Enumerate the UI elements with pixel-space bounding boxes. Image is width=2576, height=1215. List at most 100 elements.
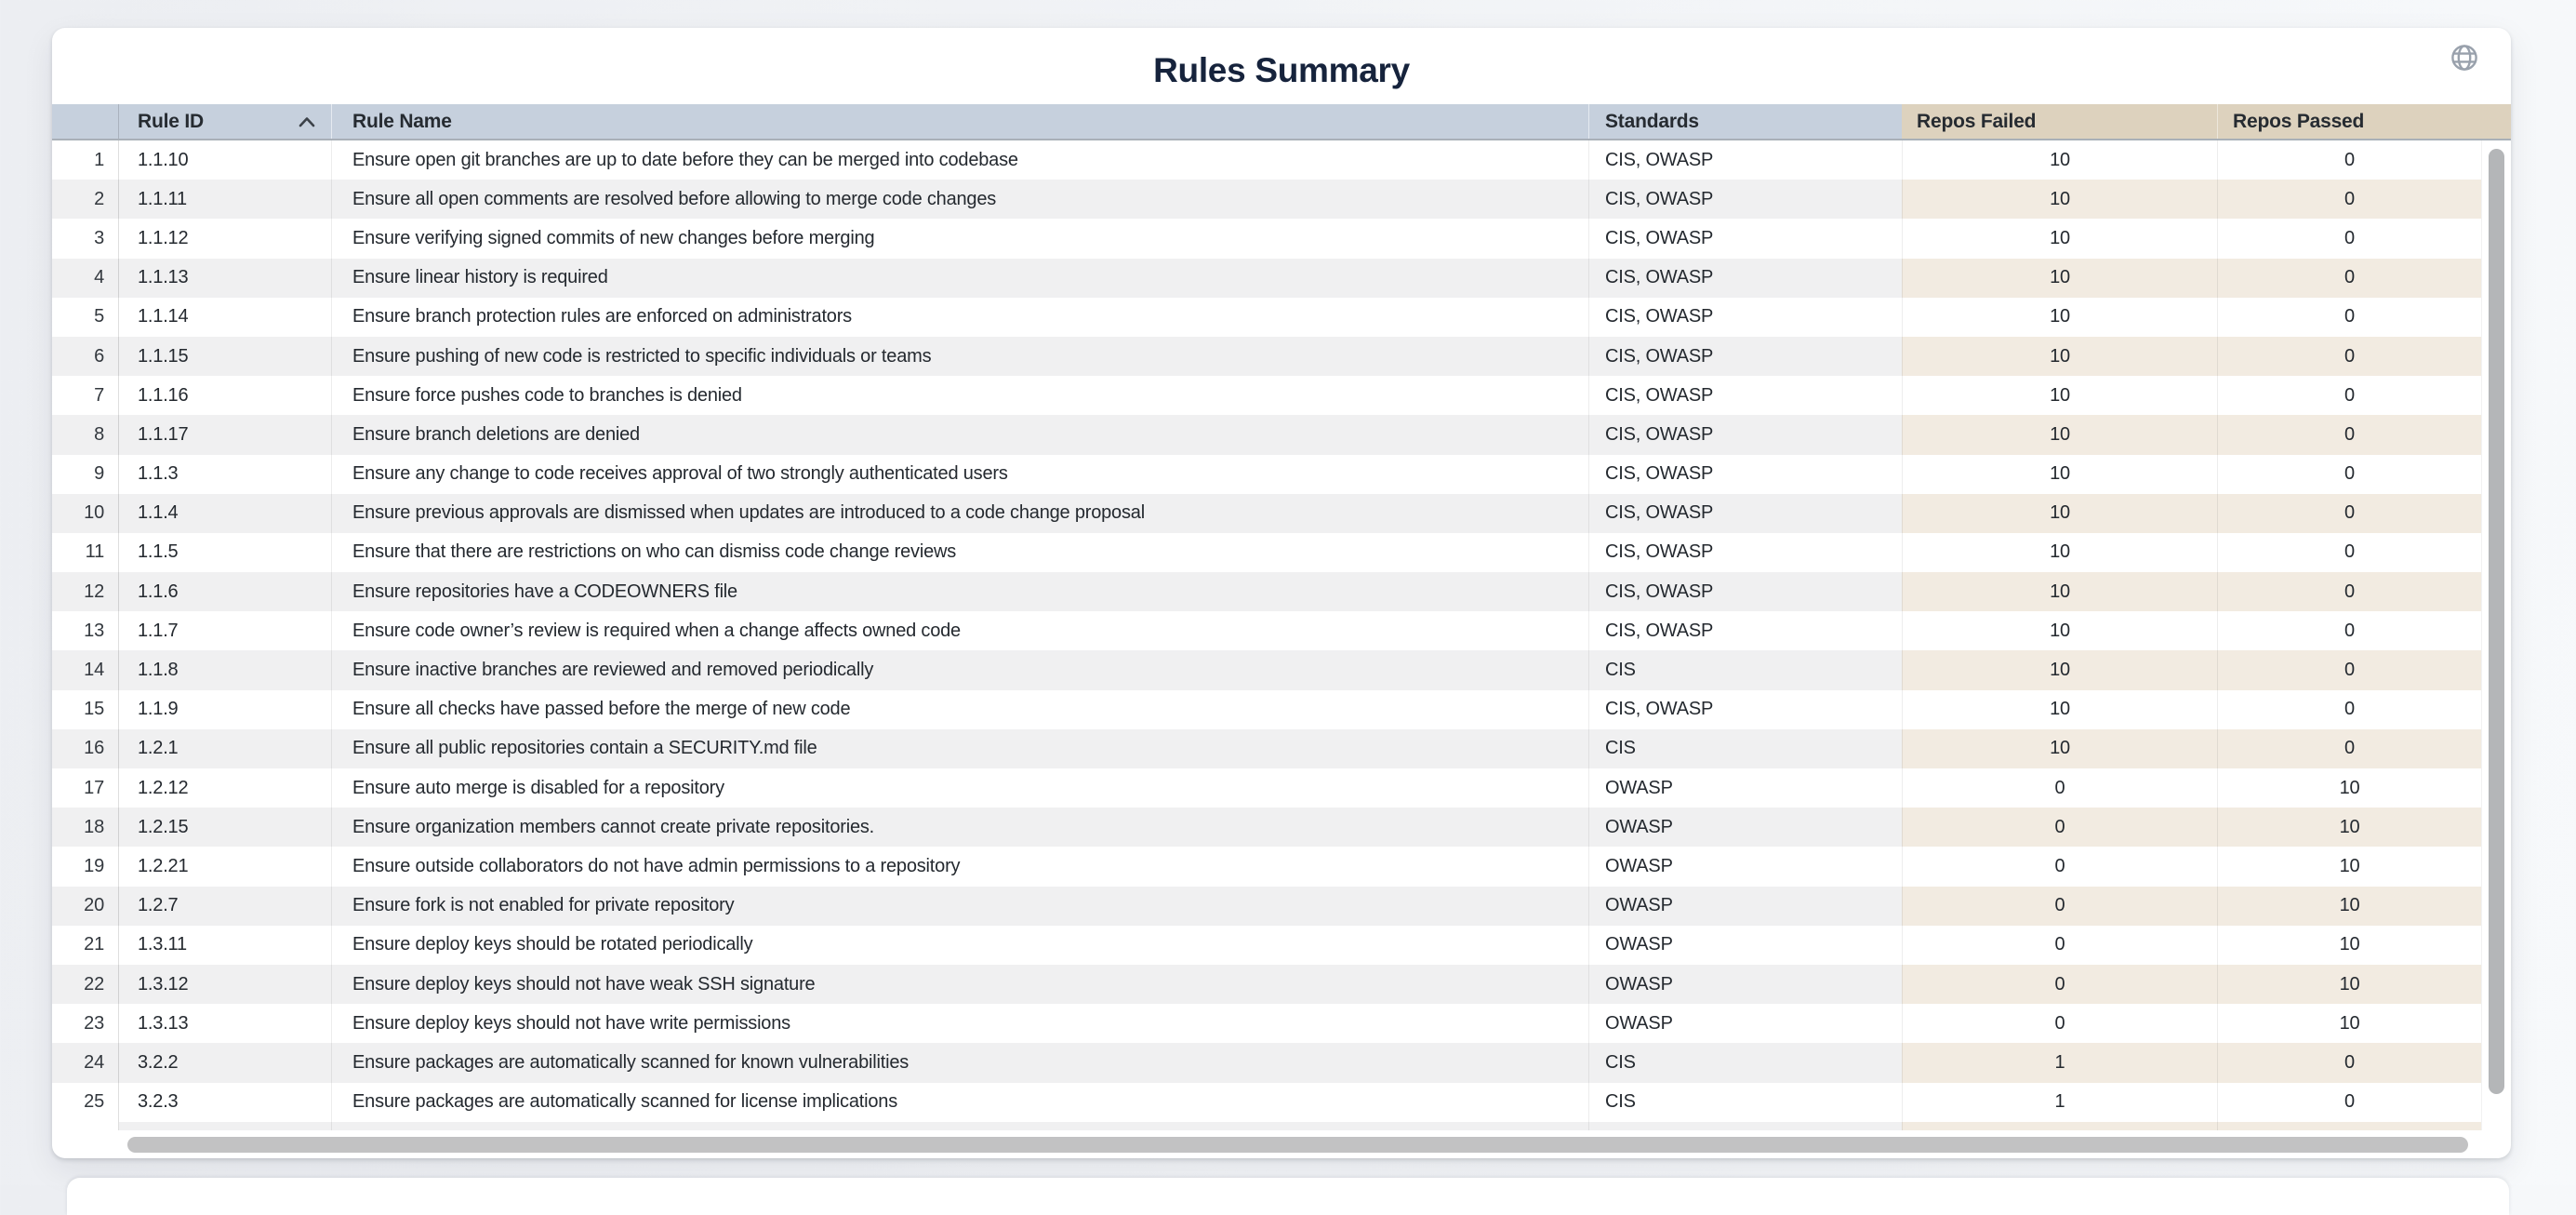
cell-row-number: 4 bbox=[52, 258, 119, 298]
horizontal-scrollbar-thumb[interactable] bbox=[127, 1137, 2468, 1153]
cell-rule-name: Ensure pushing of new code is restricted… bbox=[331, 336, 1588, 377]
cell-row-number: 9 bbox=[52, 454, 119, 494]
page-background: { "page": { "title": "Rules Summary" }, … bbox=[0, 0, 2576, 1185]
cell-repos-failed: 0 bbox=[1902, 768, 2217, 808]
cell-rule-id: 1.1.8 bbox=[119, 650, 331, 690]
column-header-rule-id-label: Rule ID bbox=[138, 110, 204, 132]
cell-repos-failed: 10 bbox=[1902, 650, 2217, 690]
cell-standards: CIS, OWASP bbox=[1588, 140, 1902, 180]
cell-row-number: 16 bbox=[52, 728, 119, 768]
cell-row-number: 6 bbox=[52, 336, 119, 377]
cell-rule-id: 1.2.15 bbox=[119, 808, 331, 848]
cell-repos-passed: 0 bbox=[2217, 376, 2481, 416]
cell-rule-name: Ensure all public repositories contain a… bbox=[331, 728, 1588, 768]
cell-repos-passed: 10 bbox=[2217, 925, 2481, 965]
cell-repos-passed: 0 bbox=[2217, 336, 2481, 377]
table-row: 13 1.1.7 Ensure code owner’s review is req… bbox=[52, 611, 2511, 651]
cell-rule-id: 1.3.12 bbox=[119, 964, 331, 1005]
cell-rule-id bbox=[119, 1121, 331, 1130]
cell-standards: CIS, OWASP bbox=[1588, 532, 1902, 573]
table-row: 25 3.2.3 Ensure packages are automatically… bbox=[52, 1082, 2511, 1122]
cell-rule-id: 1.3.11 bbox=[119, 925, 331, 965]
cell-rule-name: Ensure branch deletions are denied bbox=[331, 415, 1588, 455]
cell-rule-name: Ensure that there are restrictions on wh… bbox=[331, 532, 1588, 573]
cell-rule-id: 3.2.2 bbox=[119, 1043, 331, 1083]
cell-row-number: 19 bbox=[52, 847, 119, 887]
table-row: 22 1.3.12 Ensure deploy keys should not ha… bbox=[52, 964, 2511, 1005]
cell-repos-failed: 10 bbox=[1902, 258, 2217, 298]
cell-rule-name: Ensure packages are automatically scanne… bbox=[331, 1043, 1588, 1083]
column-header-repos-failed[interactable]: Repos Failed bbox=[1902, 104, 2217, 139]
cell-rule-name: Ensure code owner’s review is required w… bbox=[331, 611, 1588, 651]
table-row: 5 1.1.14 Ensure branch protection rules ar… bbox=[52, 297, 2511, 337]
column-header-row-number bbox=[52, 104, 119, 139]
cell-repos-failed: 10 bbox=[1902, 415, 2217, 455]
cell-rule-id: 1.2.1 bbox=[119, 728, 331, 768]
table-row: 10 1.1.4 Ensure previous approvals are dis… bbox=[52, 493, 2511, 533]
cell-standards: CIS bbox=[1588, 1043, 1902, 1083]
cell-rule-name: Ensure packages are automatically scanne… bbox=[331, 1082, 1588, 1122]
cell-row-number: 8 bbox=[52, 415, 119, 455]
table-row: 21 1.3.11 Ensure deploy keys should be rot… bbox=[52, 925, 2511, 965]
cell-repos-passed: 0 bbox=[2217, 415, 2481, 455]
cell-rule-name: Ensure organization members cannot creat… bbox=[331, 808, 1588, 848]
cell-repos-failed: 0 bbox=[1902, 886, 2217, 926]
cell-repos-failed: 10 bbox=[1902, 532, 2217, 573]
column-header-rule-id[interactable]: Rule ID bbox=[119, 104, 331, 139]
cell-repos-passed: 0 bbox=[2217, 258, 2481, 298]
cell-repos-passed: 0 bbox=[2217, 1043, 2481, 1083]
column-header-repos-passed[interactable]: Repos Passed bbox=[2217, 104, 2511, 139]
cell-rule-name: Ensure inactive branches are reviewed an… bbox=[331, 650, 1588, 690]
globe-icon[interactable] bbox=[2450, 44, 2478, 72]
cell-rule-name: Ensure outside collaborators do not have… bbox=[331, 847, 1588, 887]
cell-repos-passed: 10 bbox=[2217, 886, 2481, 926]
cell-rule-id: 1.2.12 bbox=[119, 768, 331, 808]
cell-row-number: 10 bbox=[52, 493, 119, 533]
table-header-row: Rule ID Rule Name Standards Repos Failed… bbox=[52, 104, 2511, 140]
cell-repos-passed: 0 bbox=[2217, 297, 2481, 337]
cell-rule-name: Ensure force pushes code to branches is … bbox=[331, 376, 1588, 416]
cell-rule-name: Ensure repositories have a CODEOWNERS fi… bbox=[331, 572, 1588, 612]
cell-row-number: 15 bbox=[52, 689, 119, 729]
cell-rule-id: 1.1.13 bbox=[119, 258, 331, 298]
cell-repos-failed: 1 bbox=[1902, 1043, 2217, 1083]
cell-standards: CIS, OWASP bbox=[1588, 454, 1902, 494]
cell-repos-failed: 1 bbox=[1902, 1082, 2217, 1122]
table-row: 1 1.1.10 Ensure open git branches are up t… bbox=[52, 140, 2511, 180]
cell-repos-passed: 0 bbox=[2217, 689, 2481, 729]
cell-repos-passed: 0 bbox=[2217, 728, 2481, 768]
cell-standards: OWASP bbox=[1588, 768, 1902, 808]
cell-rule-id: 1.1.16 bbox=[119, 376, 331, 416]
cell-repos-passed: 0 bbox=[2217, 140, 2481, 180]
cell-repos-passed: 0 bbox=[2217, 180, 2481, 220]
cell-repos-passed bbox=[2217, 1121, 2481, 1130]
cell-row-number: 14 bbox=[52, 650, 119, 690]
column-header-rule-name[interactable]: Rule Name bbox=[331, 104, 1588, 139]
cell-standards: CIS, OWASP bbox=[1588, 415, 1902, 455]
table-row-partial bbox=[52, 1121, 2511, 1130]
vertical-scrollbar-thumb[interactable] bbox=[2489, 149, 2504, 1094]
cell-standards: CIS, OWASP bbox=[1588, 258, 1902, 298]
cell-row-number: 5 bbox=[52, 297, 119, 337]
table-row: 18 1.2.15 Ensure organization members cann… bbox=[52, 808, 2511, 848]
cell-standards: OWASP bbox=[1588, 808, 1902, 848]
cell-rule-name: Ensure verifying signed commits of new c… bbox=[331, 219, 1588, 259]
scrollbar-gutter bbox=[2481, 1121, 2511, 1130]
cell-rule-name bbox=[331, 1121, 1588, 1130]
cell-rule-id: 1.1.11 bbox=[119, 180, 331, 220]
cell-rule-id: 1.1.3 bbox=[119, 454, 331, 494]
table-row: 2 1.1.11 Ensure all open comments are reso… bbox=[52, 180, 2511, 220]
cell-repos-failed bbox=[1902, 1121, 2217, 1130]
card-title-bar: Rules Summary bbox=[52, 28, 2511, 104]
cell-repos-failed: 0 bbox=[1902, 1004, 2217, 1044]
cell-repos-failed: 10 bbox=[1902, 219, 2217, 259]
cell-row-number: 24 bbox=[52, 1043, 119, 1083]
cell-rule-name: Ensure fork is not enabled for private r… bbox=[331, 886, 1588, 926]
table-row: 15 1.1.9 Ensure all checks have passed bef… bbox=[52, 689, 2511, 729]
cell-row-number: 13 bbox=[52, 611, 119, 651]
column-header-standards[interactable]: Standards bbox=[1588, 104, 1902, 139]
cell-repos-passed: 0 bbox=[2217, 1082, 2481, 1122]
cell-repos-failed: 10 bbox=[1902, 297, 2217, 337]
cell-repos-failed: 10 bbox=[1902, 180, 2217, 220]
cell-standards: OWASP bbox=[1588, 886, 1902, 926]
